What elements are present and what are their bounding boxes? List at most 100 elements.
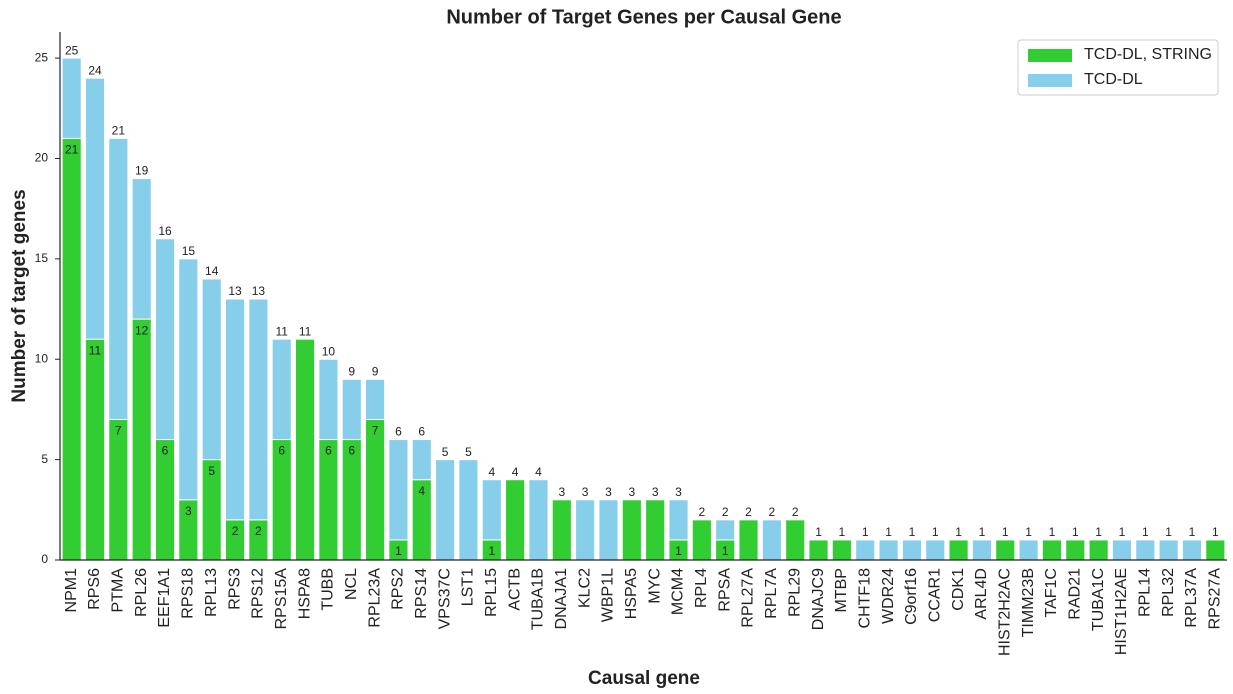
x-tick-label: RPS2 — [390, 568, 407, 610]
total-label: 1 — [1165, 525, 1172, 539]
legend-label: TCD-DL — [1084, 71, 1143, 88]
x-tick-label: RPL23A — [366, 568, 383, 628]
x-tick-label: TIMM23B — [1020, 568, 1037, 637]
bar-segment — [365, 378, 386, 420]
bar-segment — [365, 418, 386, 561]
bar-segment — [481, 479, 502, 541]
x-tick-label: KLC2 — [576, 568, 593, 608]
segment-label: 7 — [115, 424, 122, 438]
bar-segment — [84, 338, 106, 561]
bar-segment — [131, 178, 152, 320]
segment-label: 6 — [162, 444, 169, 458]
total-label: 1 — [909, 525, 916, 539]
bar-segment — [575, 499, 596, 561]
bar-segment — [1205, 539, 1226, 561]
x-tick-label: ACTB — [506, 568, 523, 611]
total-label: 2 — [722, 505, 729, 519]
bar-segment — [131, 318, 152, 561]
total-label: 2 — [769, 505, 776, 519]
total-label: 1 — [1095, 525, 1102, 539]
total-label: 24 — [88, 63, 102, 77]
total-label: 3 — [558, 485, 565, 499]
x-tick-label: RPL26 — [133, 568, 150, 617]
bar-segment — [528, 479, 549, 561]
segment-label: 2 — [232, 524, 239, 538]
total-label: 16 — [158, 224, 172, 238]
bar-segment — [925, 539, 946, 561]
bar-segment — [948, 539, 969, 561]
bar-segment — [84, 77, 106, 340]
bar-segment — [201, 278, 222, 461]
y-tick-label: 20 — [35, 151, 49, 165]
segment-label: 2 — [255, 524, 262, 538]
segment-label: 1 — [395, 544, 402, 558]
x-tick-label: RPL29 — [786, 568, 803, 617]
x-tick-label: RPL37A — [1183, 568, 1200, 628]
bar-segment — [598, 499, 619, 561]
bar-segment — [785, 519, 806, 561]
y-tick-label: 0 — [41, 552, 48, 566]
total-label: 10 — [322, 344, 336, 358]
bar-segment — [1018, 539, 1039, 561]
segment-label: 12 — [135, 323, 149, 337]
total-label: 5 — [442, 445, 449, 459]
x-tick-label: RPS6 — [86, 568, 103, 610]
x-tick-label: C9orf16 — [903, 568, 920, 625]
x-tick-label: RPL7A — [763, 568, 780, 619]
total-label: 9 — [348, 364, 355, 378]
bar-segment — [1181, 539, 1203, 561]
bar-segment — [645, 499, 666, 561]
bar-segment — [224, 298, 246, 521]
total-label: 13 — [252, 284, 266, 298]
bar-segment — [1111, 539, 1133, 561]
x-tick-label: RPL13 — [203, 568, 220, 617]
total-label: 6 — [395, 425, 402, 439]
x-tick-label: RAD21 — [1067, 568, 1084, 620]
x-tick-label: PTMA — [110, 568, 127, 613]
total-label: 3 — [582, 485, 589, 499]
segment-label: 1 — [722, 544, 729, 558]
segment-label: 6 — [278, 444, 285, 458]
bar-segment — [341, 378, 362, 441]
segment-label: 5 — [208, 464, 215, 478]
x-tick-label: RPL4 — [693, 568, 710, 608]
total-label: 9 — [372, 364, 379, 378]
bar-segment — [248, 298, 269, 521]
x-tick-label: MYC — [646, 568, 663, 604]
bar-segment — [108, 418, 129, 561]
x-tick-label: WBP1L — [600, 568, 617, 622]
total-label: 13 — [228, 284, 242, 298]
total-label: 1 — [979, 525, 986, 539]
y-tick-label: 25 — [35, 50, 49, 64]
total-label: 1 — [1189, 525, 1196, 539]
x-tick-label: MCM4 — [670, 568, 687, 615]
bar-segment — [1041, 539, 1063, 561]
bar-segment — [691, 519, 712, 561]
bar-segment — [551, 499, 572, 561]
total-label: 6 — [418, 425, 425, 439]
bar-segment — [971, 539, 992, 561]
legend-swatch — [1028, 74, 1072, 87]
chart-title: Number of Target Genes per Causal Gene — [446, 6, 841, 28]
x-tick-label: MTBP — [833, 568, 850, 612]
bar-segment — [178, 258, 199, 501]
bar-segment — [621, 499, 642, 561]
total-label: 11 — [275, 324, 288, 338]
y-tick-label: 5 — [41, 452, 48, 466]
x-tick-label: RPS3 — [226, 568, 243, 610]
total-label: 4 — [535, 465, 542, 479]
x-tick-label: CCAR1 — [926, 568, 943, 622]
x-tick-label: WDR24 — [880, 568, 897, 624]
x-tick-label: TUBB — [320, 568, 337, 611]
x-tick-label: RPS12 — [250, 568, 267, 619]
total-label: 1 — [1049, 525, 1056, 539]
segment-label: 7 — [372, 424, 379, 438]
x-tick-label: HIST2H2AC — [996, 568, 1013, 656]
total-label: 3 — [652, 485, 659, 499]
segment-label: 11 — [89, 343, 102, 357]
bar-segment — [271, 338, 292, 441]
x-tick-label: RPSA — [716, 568, 733, 612]
segment-label: 6 — [348, 444, 355, 458]
x-tick-label: HIST1H2AE — [1113, 568, 1130, 655]
